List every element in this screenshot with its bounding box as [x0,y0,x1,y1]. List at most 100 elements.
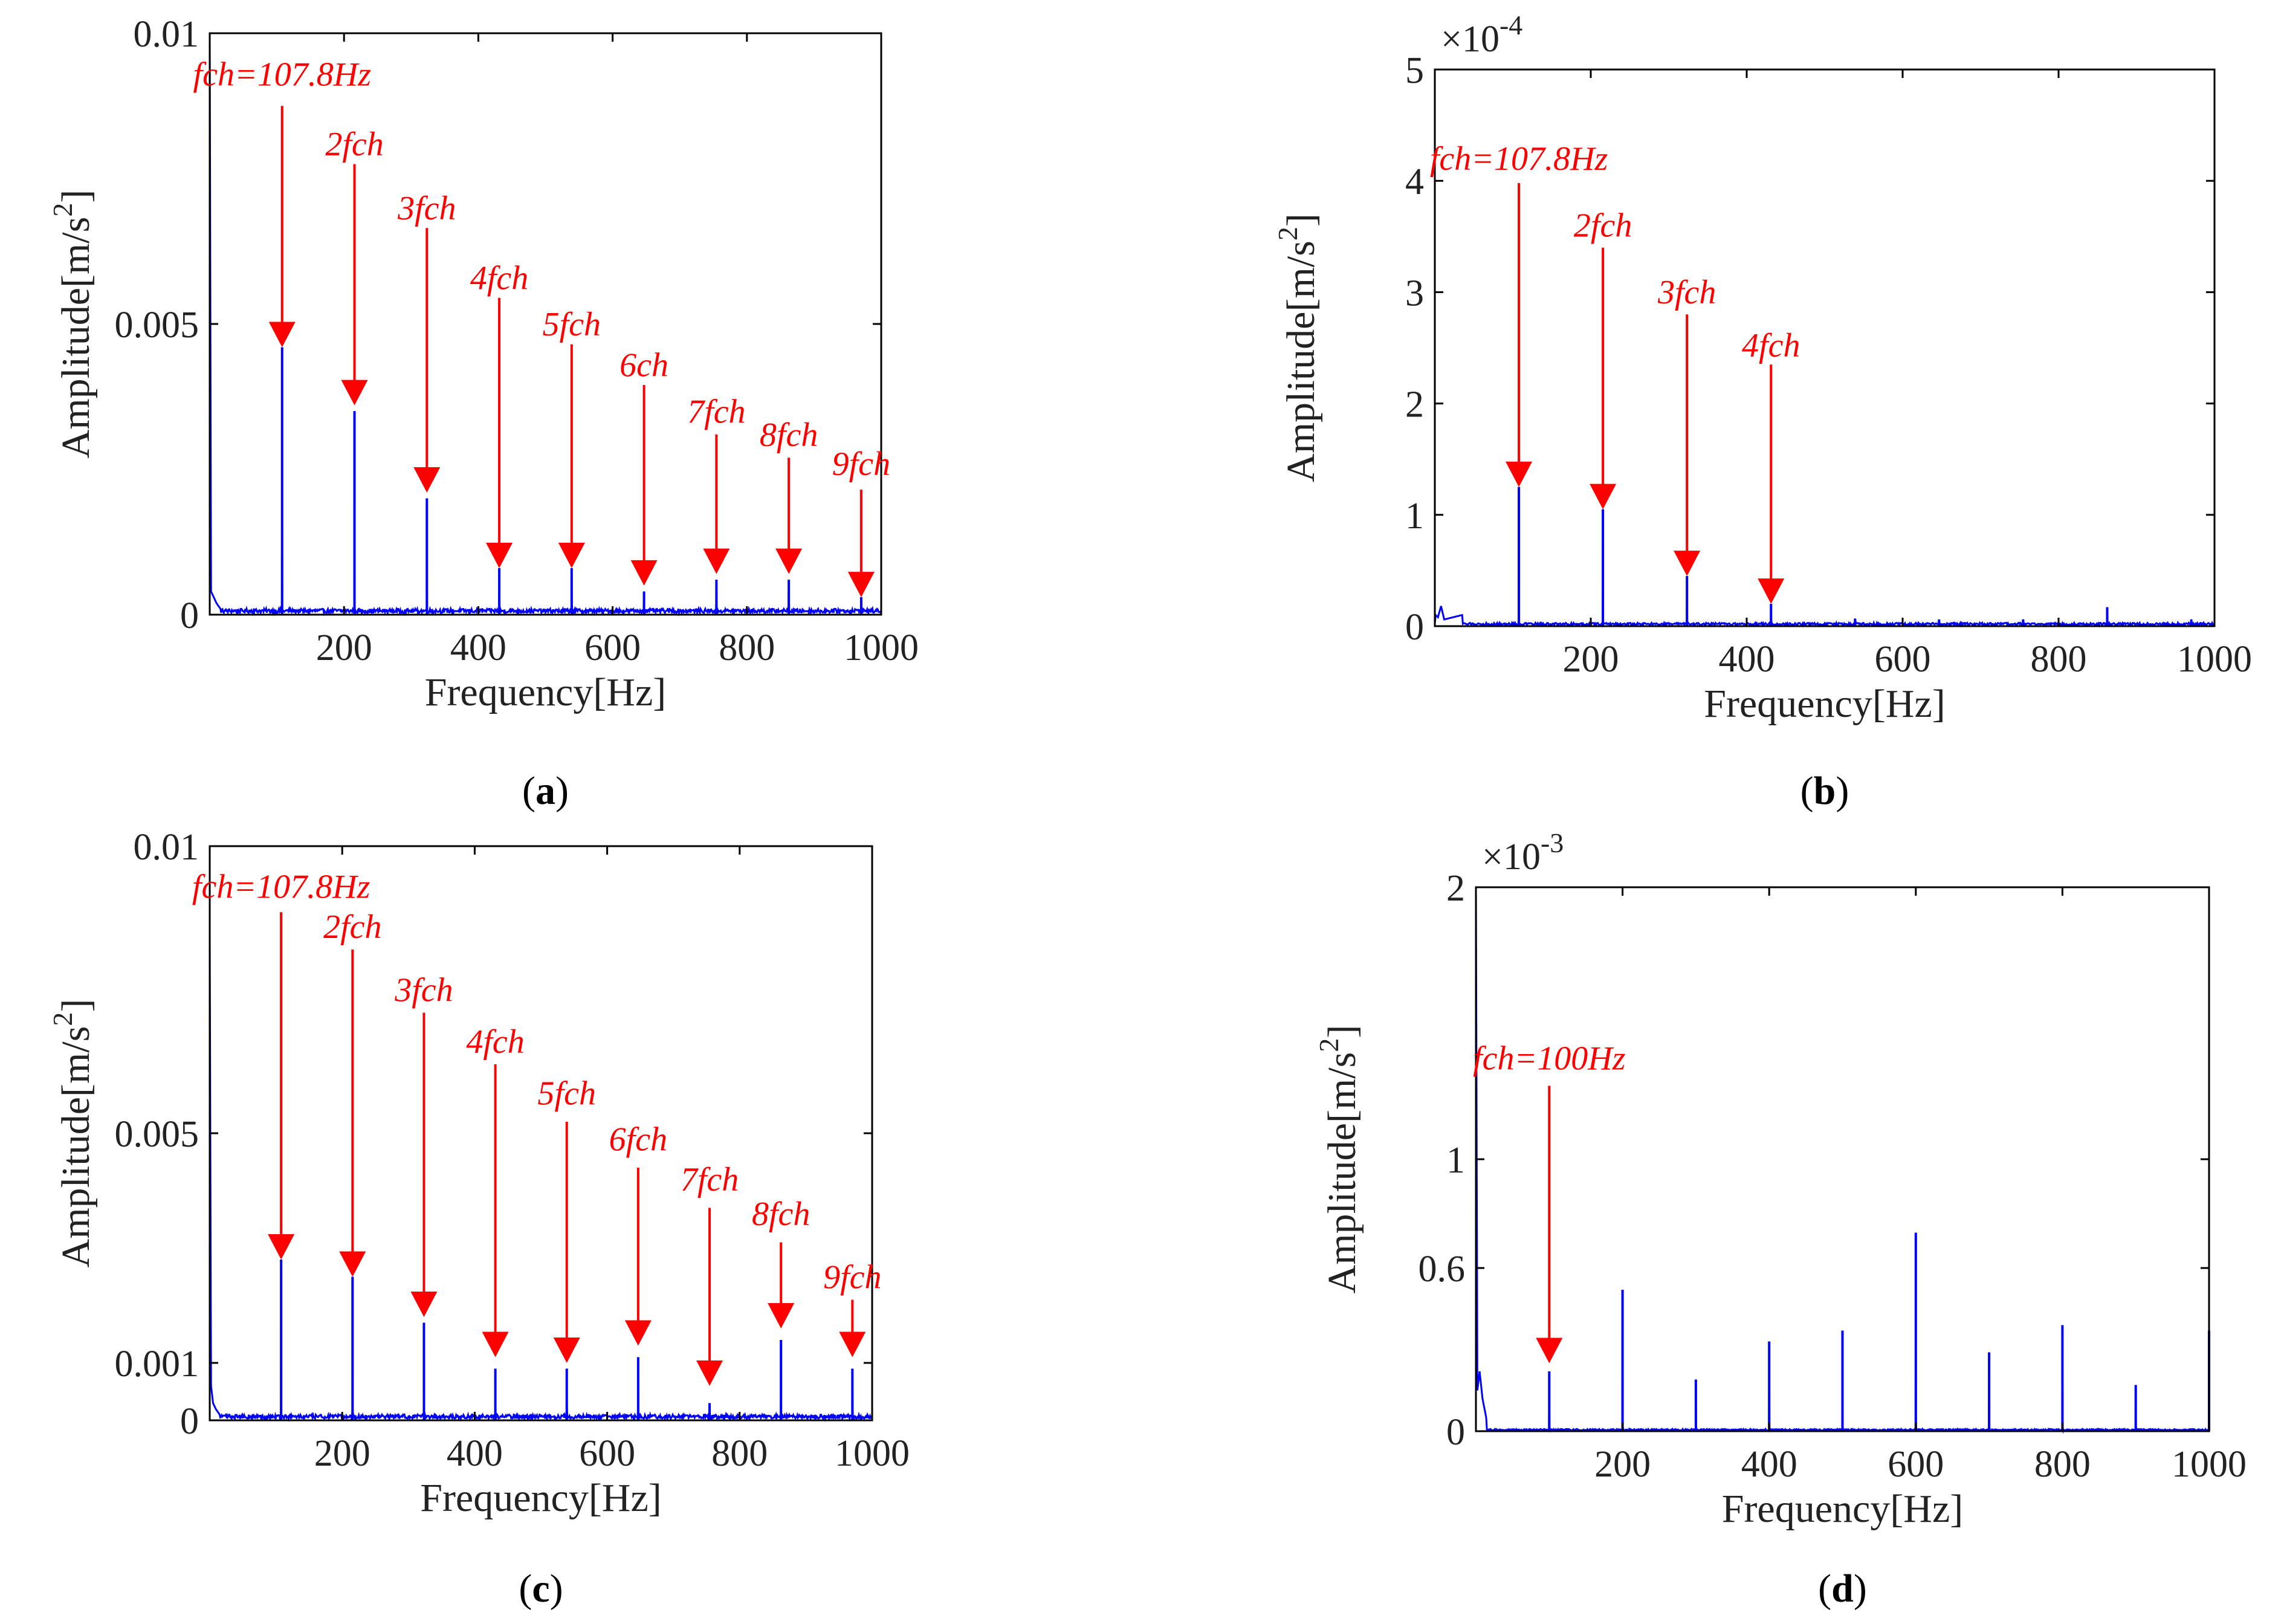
annotation-label: 6fch [609,1121,667,1159]
x-tick-label: 400 [450,627,506,668]
x-tick-label: 200 [316,627,372,668]
y-tick-label: 3 [1405,273,1424,314]
x-tick-label: 1000 [835,1433,910,1474]
y-tick-label: 0 [180,595,199,636]
chart-panel-c: 200 400 600 800 1000 0 0.001 0.005 0.01 Frequency… [47,827,910,1611]
y-tick-label: 0.005 [115,305,199,346]
x-tick-label: 1000 [2172,1444,2247,1485]
y-axis-label: Amplitude[m/s2] [47,190,98,459]
annotation-label: 2fch [325,126,383,163]
x-tick-label: 800 [719,627,775,668]
x-tick-label: 400 [1719,639,1775,680]
y-axis-label: Amplitude[m/s2] [47,999,98,1268]
x-axis-label: Frequency[Hz] [1722,1487,1963,1531]
y-tick-label: 0.001 [115,1344,199,1385]
annotation-arrow-head [775,548,803,574]
x-tick-label: 400 [447,1433,503,1474]
annotation-arrow-head [839,1331,866,1357]
annotation-label: 4fch [470,259,528,297]
annotation-label: 4fch [466,1023,524,1061]
x-axis-label: Frequency[Hz] [425,670,666,714]
annotation-arrow-head [703,548,730,574]
spectrum-line [209,932,873,1422]
y-tick-label: 4 [1405,161,1424,202]
chart-panel-a: 200 400 600 800 1000 0 0.005 0.01 Frequency[Hz] A… [47,14,919,813]
annotation-label: 3fch [397,190,456,227]
y-tick-label: 5 [1405,50,1424,91]
y-tick-label: 2 [1446,868,1465,909]
annotation-arrow-head [413,467,441,493]
annotation-label: 9fch [832,445,890,483]
axes-frame [1434,68,2216,627]
spectrum-line [1434,487,2215,628]
panel-caption: (d) [1818,1567,1867,1611]
x-tick-label: 800 [2034,1444,2091,1485]
annotation-label: fch=107.8Hz [193,56,372,94]
annotation-arrow-head [341,380,368,406]
y-tick-label: 0 [180,1401,199,1442]
annotation-arrow-head [624,1320,652,1346]
annotation-label: 2fch [323,908,381,946]
y-tick-label: 0.01 [134,827,199,868]
annotation-label: 8fch [760,416,818,454]
annotation-arrow-head [1506,461,1533,487]
x-tick-label: 200 [1594,1444,1651,1485]
x-tick-label: 600 [584,627,641,668]
annotation-arrow-head [1536,1338,1563,1364]
y-tick-label: 2 [1405,384,1424,425]
x-tick-label: 200 [314,1433,370,1474]
annotation-arrow-head [486,543,513,569]
y-tick-label: 1 [1405,496,1424,537]
y-tick-label: 0.005 [115,1114,199,1155]
annotation-arrow-head [482,1331,509,1357]
annotation-arrow-head [339,1251,366,1277]
x-tick-label: 600 [579,1433,635,1474]
annotation-arrow-head [1590,484,1617,510]
x-tick-label: 800 [711,1433,768,1474]
y-tick-label: 1 [1446,1140,1465,1181]
annotation-label: 9fch [823,1259,881,1296]
annotation-label: 5fch [538,1075,596,1113]
x-tick-label: 200 [1563,639,1619,680]
annotation-arrow-head [1758,578,1785,604]
x-axis-label: Frequency[Hz] [1704,682,1945,726]
annotation-arrow-head [558,543,585,569]
x-tick-label: 400 [1741,1444,1797,1485]
annotation-label: 3fch [394,972,453,1009]
annotation-label: 7fch [681,1161,739,1199]
y-tick-label: 0.6 [1419,1249,1466,1290]
axes-frame [209,845,873,1422]
x-tick-label: 1000 [2177,639,2252,680]
y-axis-exponent: ×10-4 [1441,10,1522,60]
annotation-arrow-head [268,322,296,348]
panel-caption: (a) [522,769,569,813]
chart-panel-b: 200 400 600 800 1000 0 1 2 3 4 5 ×10-4 Frequency[Hz]… [1272,10,2252,813]
x-tick-label: 1000 [844,627,919,668]
annotation-label: fch=100Hz [1473,1040,1626,1078]
x-tick-label: 600 [1875,639,1931,680]
chart-panel-d: 200 400 600 800 1000 0 0.6 1 2 ×10-3 Frequency[Hz]… [1313,827,2247,1611]
annotation-label: 4fch [1742,327,1800,364]
annotation-arrow-head [630,560,658,586]
y-axis-label: Amplitude[m/s2] [1272,213,1323,482]
annotation-label: 7fch [687,393,745,431]
panel-caption: (c) [519,1567,563,1611]
x-tick-label: 600 [1888,1444,1944,1485]
y-axis-label: Amplitude[m/s2] [1313,1025,1364,1294]
annotation-arrow-head [553,1338,580,1363]
x-tick-label: 800 [2031,639,2087,680]
x-axis-label: Frequency[Hz] [420,1476,661,1520]
annotation-label: 2fch [1574,207,1632,244]
annotation-label: fch=107.8Hz [1430,140,1608,178]
annotation-label: 6ch [620,347,668,384]
annotation-arrow-head [410,1292,438,1317]
annotation-label: 3fch [1657,274,1716,311]
y-tick-label: 0 [1405,607,1424,648]
y-tick-label: 0 [1446,1412,1465,1453]
y-tick-label: 0.01 [134,14,199,55]
annotation-arrow-head [1674,551,1701,577]
annotation-label: 5fch [543,306,601,343]
annotation-arrow-head [768,1303,795,1328]
y-axis-exponent: ×10-3 [1482,827,1564,878]
